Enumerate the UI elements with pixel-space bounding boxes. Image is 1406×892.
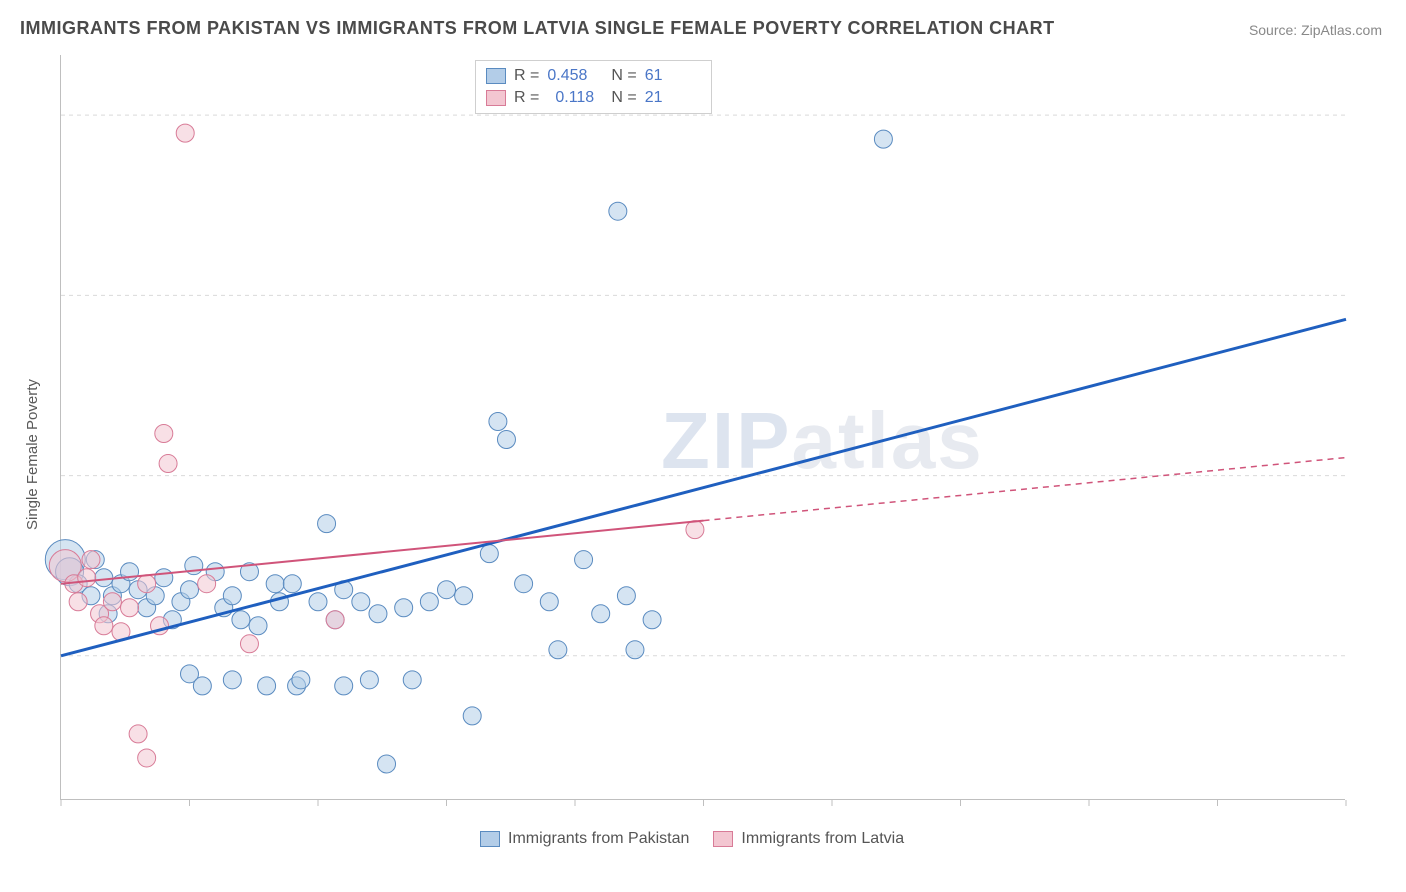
legend-swatch-pakistan-icon [480, 831, 500, 847]
data-point-pakistan [549, 641, 567, 659]
legend-label-latvia: Immigrants from Latvia [741, 830, 904, 848]
data-point-pakistan [455, 587, 473, 605]
data-point-pakistan [223, 671, 241, 689]
data-point-pakistan [438, 581, 456, 599]
legend-series: Immigrants from Pakistan Immigrants from… [480, 830, 904, 848]
y-axis-label: Single Female Poverty [24, 379, 41, 530]
data-point-pakistan [874, 130, 892, 148]
legend-swatch-latvia [486, 90, 506, 106]
data-point-latvia [198, 575, 216, 593]
legend-stats-row-latvia: R = 0.118 N = 21 [486, 87, 701, 109]
data-point-pakistan [617, 587, 635, 605]
data-point-pakistan [489, 412, 507, 430]
data-point-latvia [138, 575, 156, 593]
legend-swatch-latvia-icon [713, 831, 733, 847]
data-point-pakistan [283, 575, 301, 593]
data-point-pakistan [609, 202, 627, 220]
trend-latvia-dashed [704, 458, 1347, 521]
data-point-pakistan [378, 755, 396, 773]
source-label: Source: ZipAtlas.com [1249, 22, 1382, 38]
legend-r-pakistan: 0.458 [547, 65, 603, 87]
data-point-pakistan [223, 587, 241, 605]
data-point-pakistan [318, 515, 336, 533]
legend-n-label: N = [611, 87, 636, 109]
data-point-latvia [326, 611, 344, 629]
plot-area: ZIPatlas [60, 55, 1345, 800]
data-point-latvia [176, 124, 194, 142]
legend-r-label: R = [514, 65, 539, 87]
legend-stats-row-pakistan: R = 0.458 N = 61 [486, 65, 701, 87]
legend-stats: R = 0.458 N = 61 R = 0.118 N = 21 [475, 60, 712, 114]
trend-pakistan [61, 319, 1346, 655]
legend-label-pakistan: Immigrants from Pakistan [508, 830, 689, 848]
data-point-pakistan [360, 671, 378, 689]
data-point-pakistan [403, 671, 421, 689]
data-point-pakistan [193, 677, 211, 695]
data-point-pakistan [352, 593, 370, 611]
data-point-pakistan [420, 593, 438, 611]
trend-latvia-solid [61, 521, 704, 584]
data-point-pakistan [463, 707, 481, 725]
data-point-latvia [78, 569, 96, 587]
data-point-latvia [159, 455, 177, 473]
data-point-pakistan [258, 677, 276, 695]
legend-r-label: R = [514, 87, 539, 109]
chart-title: IMMIGRANTS FROM PAKISTAN VS IMMIGRANTS F… [20, 18, 1055, 39]
legend-item-pakistan: Immigrants from Pakistan [480, 830, 689, 848]
data-point-latvia [129, 725, 147, 743]
data-point-pakistan [292, 671, 310, 689]
data-point-pakistan [643, 611, 661, 629]
data-point-pakistan [232, 611, 250, 629]
data-point-pakistan [497, 431, 515, 449]
legend-swatch-pakistan [486, 68, 506, 84]
chart-svg [61, 55, 1345, 799]
data-point-latvia [103, 593, 121, 611]
legend-n-pakistan: 61 [645, 65, 701, 87]
data-point-pakistan [515, 575, 533, 593]
data-point-pakistan [181, 581, 199, 599]
data-point-pakistan [592, 605, 610, 623]
data-point-pakistan [575, 551, 593, 569]
data-point-pakistan [155, 569, 173, 587]
data-point-pakistan [249, 617, 267, 635]
legend-n-latvia: 21 [645, 87, 701, 109]
data-point-latvia [95, 617, 113, 635]
chart-container: IMMIGRANTS FROM PAKISTAN VS IMMIGRANTS F… [0, 0, 1406, 892]
data-point-pakistan [95, 569, 113, 587]
data-point-pakistan [335, 677, 353, 695]
data-point-pakistan [309, 593, 327, 611]
legend-n-label: N = [611, 65, 636, 87]
data-point-latvia [240, 635, 258, 653]
legend-r-latvia: 0.118 [547, 87, 603, 109]
data-point-pakistan [395, 599, 413, 617]
data-point-pakistan [540, 593, 558, 611]
data-point-latvia [82, 551, 100, 569]
data-point-pakistan [266, 575, 284, 593]
data-point-pakistan [626, 641, 644, 659]
data-point-latvia [686, 521, 704, 539]
data-point-latvia [138, 749, 156, 767]
data-point-latvia [121, 599, 139, 617]
data-point-pakistan [480, 545, 498, 563]
data-point-pakistan [369, 605, 387, 623]
legend-item-latvia: Immigrants from Latvia [713, 830, 904, 848]
data-point-latvia [155, 425, 173, 443]
data-point-latvia [69, 593, 87, 611]
